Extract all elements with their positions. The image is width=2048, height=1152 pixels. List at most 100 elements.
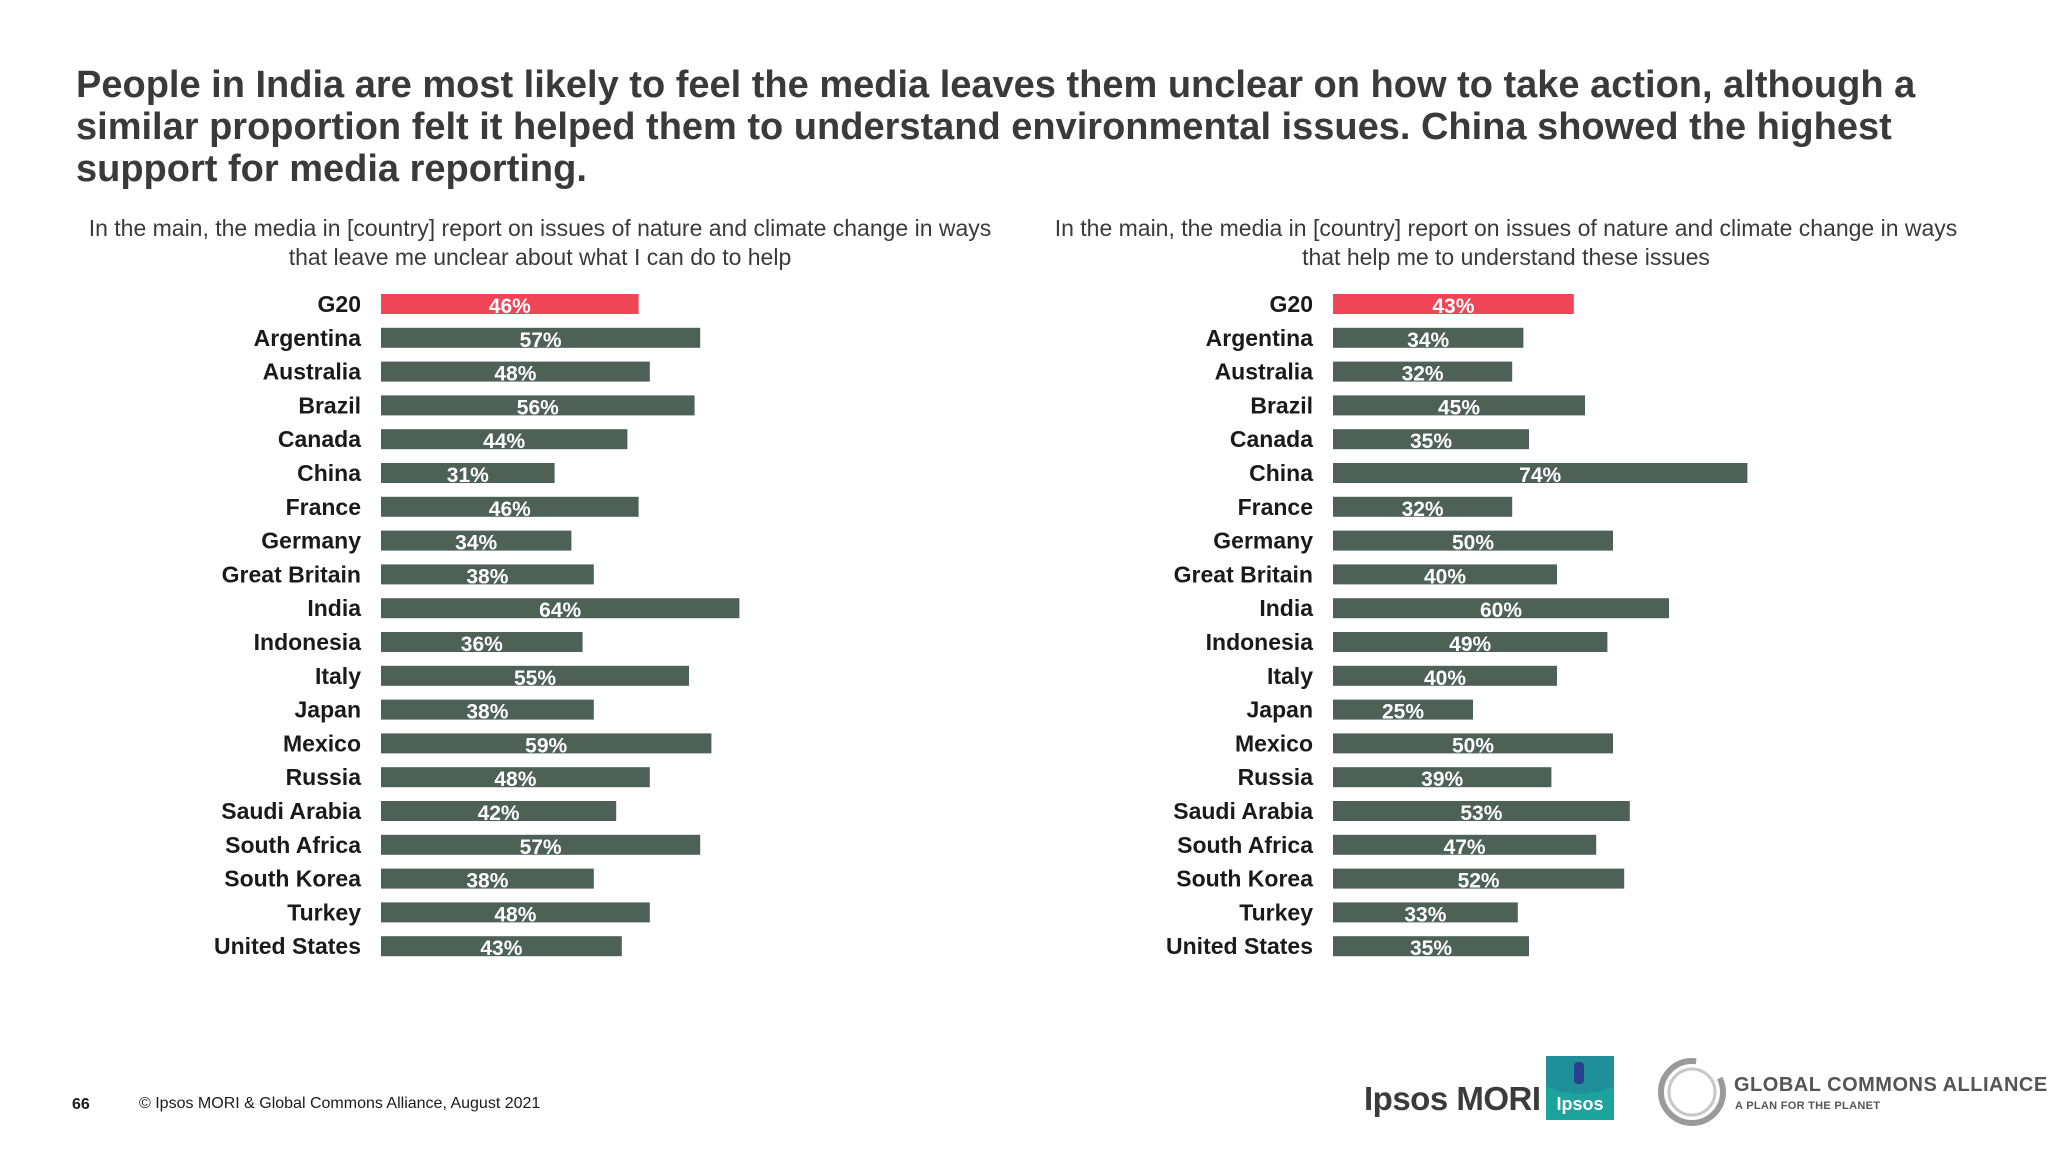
data-label: 42% [478, 802, 520, 825]
data-label: 47% [1444, 836, 1486, 859]
data-label: 35% [1410, 430, 1452, 453]
data-label: 31% [447, 464, 489, 487]
category-label: Germany [1213, 528, 1313, 554]
bar [1333, 327, 1524, 348]
gca-logo-tagline: A PLAN FOR THE PLANET [1735, 1100, 1881, 1112]
bar [1333, 632, 1608, 652]
bar [1333, 834, 1597, 855]
category-label: South Korea [224, 866, 361, 892]
data-label: 33% [1404, 903, 1446, 926]
category-label: South Korea [1176, 866, 1313, 892]
data-label: 46% [489, 498, 531, 521]
category-label: G20 [318, 291, 361, 317]
category-label: Argentina [1206, 325, 1314, 351]
data-label: 64% [539, 599, 581, 622]
category-label: Germany [261, 528, 361, 554]
category-label: Russia [286, 764, 362, 790]
bar [381, 395, 695, 416]
data-label: 36% [461, 633, 503, 656]
data-label: 39% [1421, 768, 1463, 791]
category-label: Turkey [1239, 899, 1313, 925]
gca-logo-name: GLOBAL COMMONS ALLIANCE [1734, 1074, 2048, 1096]
category-label: Argentina [254, 325, 362, 351]
data-label: 34% [455, 532, 497, 555]
chart-title: In the main, the media in [country] repo… [1054, 215, 1958, 270]
bar [381, 665, 689, 686]
bar [381, 632, 583, 652]
bar [381, 564, 594, 585]
bar [381, 530, 572, 551]
data-label: 40% [1424, 565, 1466, 588]
category-label: Indonesia [254, 629, 362, 655]
bar [1333, 936, 1529, 957]
data-label: 48% [494, 768, 536, 791]
bar [381, 767, 650, 788]
chart-panel-understand: In the main, the media in [country] repo… [952, 210, 1958, 990]
category-label: Japan [1247, 697, 1313, 723]
category-label: Great Britain [1174, 561, 1313, 587]
ipsos-mori-logo: Ipsos MORI [1364, 1080, 1541, 1117]
bar-chart-unclear: G20 46% Argentina 57% Australia 48% Brazil 56% C… [214, 291, 740, 960]
bar [381, 598, 740, 619]
category-label: Saudi Arabia [221, 798, 361, 824]
bar [1333, 665, 1557, 686]
data-label: 32% [1402, 363, 1444, 386]
data-label: 38% [466, 701, 508, 724]
data-label: 38% [466, 870, 508, 893]
category-label: Canada [1230, 426, 1313, 452]
bar [381, 834, 701, 855]
category-label: Brazil [1250, 392, 1313, 418]
bar [1333, 496, 1513, 517]
category-label: Great Britain [222, 561, 361, 587]
data-label: 43% [1432, 295, 1474, 318]
bar [1333, 395, 1585, 416]
category-label: Mexico [283, 730, 361, 756]
bar [1333, 429, 1529, 450]
data-label: 50% [1452, 532, 1494, 555]
category-label: China [297, 460, 361, 486]
data-label: 59% [525, 734, 567, 757]
bar [381, 463, 555, 483]
category-label: China [1249, 460, 1313, 486]
bar [1333, 733, 1613, 754]
category-label: United States [1166, 933, 1313, 959]
category-label: Brazil [298, 392, 361, 418]
category-label: Japan [295, 697, 361, 723]
data-label: 48% [494, 363, 536, 386]
category-label: France [286, 494, 361, 520]
data-label: 40% [1424, 667, 1466, 690]
ipsos-badge-logo: Ipsos [1546, 1056, 1614, 1120]
category-label: Mexico [1235, 730, 1313, 756]
bar [1333, 598, 1669, 619]
bar [381, 429, 628, 450]
category-label: Russia [1238, 764, 1314, 790]
category-label: Australia [263, 359, 362, 385]
page-number: 66 [72, 1096, 90, 1113]
category-label: Italy [315, 663, 361, 689]
data-label: 32% [1402, 498, 1444, 521]
data-label: 48% [494, 903, 536, 926]
bar [1333, 564, 1557, 585]
category-label: India [1259, 595, 1313, 621]
bar [381, 327, 701, 348]
gca-ring-logo [1658, 1058, 1726, 1126]
data-label: 52% [1458, 870, 1500, 893]
bar [1333, 868, 1625, 889]
category-label: South Africa [225, 832, 361, 858]
category-label: France [1238, 494, 1313, 520]
category-label: United States [214, 933, 361, 959]
data-label: 46% [489, 295, 531, 318]
data-label: 34% [1407, 329, 1449, 352]
page-headline: People in India are most likely to feel … [76, 64, 1916, 190]
bar [381, 733, 712, 754]
bar [1333, 767, 1552, 788]
bar [1333, 530, 1613, 551]
category-label: G20 [1270, 291, 1313, 317]
chart-panel-unclear: In the main, the media in [country] repo… [0, 210, 992, 990]
data-label: 57% [520, 329, 562, 352]
bar [1333, 801, 1630, 821]
data-label: 35% [1410, 937, 1452, 960]
data-label: 53% [1460, 802, 1502, 825]
ipsos-badge-text: Ipsos [1556, 1094, 1603, 1114]
bar [381, 361, 650, 382]
